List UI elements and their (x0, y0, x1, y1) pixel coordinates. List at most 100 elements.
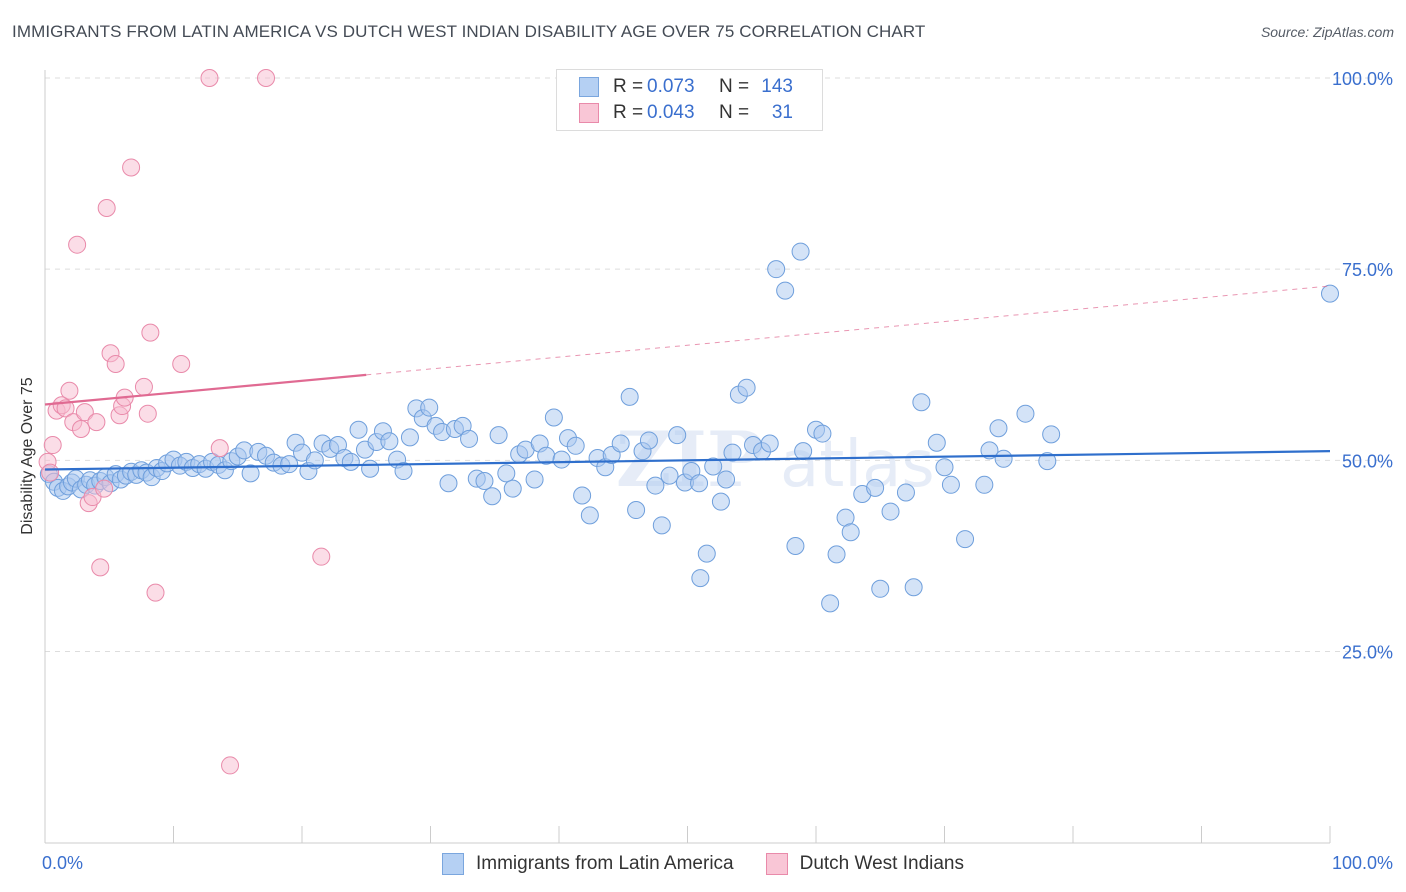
x-tick-label: 0.0% (42, 853, 83, 873)
legend-item-immigrants[interactable]: Immigrants from Latin America (441, 853, 734, 875)
data-point-pink (60, 381, 79, 400)
data-point-blue (544, 408, 563, 427)
data-point-pink (257, 69, 276, 87)
trend-lines (44, 285, 1331, 471)
data-point-blue (704, 457, 723, 476)
legend-r-value: 0.073 (647, 76, 695, 97)
data-point-pink (312, 547, 331, 566)
y-tick-label: 100.0% (1332, 69, 1393, 89)
data-point-pink (210, 439, 229, 458)
data-point-blue (791, 242, 810, 261)
data-point-blue (871, 579, 890, 598)
data-point-blue (841, 523, 860, 542)
data-point-blue (717, 470, 736, 489)
data-point-blue (956, 530, 975, 549)
data-point-blue (439, 474, 458, 493)
data-point-blue (827, 545, 846, 564)
legend-row-blue: R = 0.073 N = 143 (579, 75, 793, 99)
data-point-blue (639, 431, 658, 450)
data-point-blue (627, 501, 646, 520)
data-point-blue (866, 478, 885, 497)
data-point-pink (122, 158, 141, 177)
data-point-blue (573, 486, 592, 505)
data-point-blue (483, 487, 502, 506)
series-dutch-west-indians (38, 69, 331, 775)
y-tick-label: 50.0% (1342, 451, 1393, 471)
data-point-blue (813, 424, 832, 443)
data-point-blue (767, 260, 786, 279)
data-point-blue (580, 506, 599, 525)
legend-r-value: 0.043 (647, 102, 695, 123)
gridlines (45, 77, 1393, 652)
data-point-blue (660, 466, 679, 485)
data-point-blue (975, 475, 994, 494)
data-point-blue (460, 429, 479, 448)
y-tick-label: 75.0% (1342, 260, 1393, 280)
data-point-blue (400, 428, 419, 447)
data-point-blue (620, 387, 639, 406)
legend-r-label: R = (613, 102, 644, 123)
legend-item-dutch-west-indians[interactable]: Dutch West Indians (765, 853, 965, 875)
data-point-blue (927, 433, 946, 452)
data-point-blue (525, 470, 544, 489)
data-point-blue (904, 578, 923, 597)
data-point-blue (1038, 452, 1057, 471)
legend-swatch-blue (579, 77, 599, 97)
legend-label: Immigrants from Latin America (475, 853, 734, 874)
data-point-pink (141, 323, 160, 342)
data-point-blue (821, 594, 840, 613)
legend-swatch-blue (441, 853, 464, 875)
data-point-blue (566, 436, 585, 455)
trend-line-blue (44, 450, 1331, 471)
data-point-pink (87, 413, 106, 432)
correlation-legend: R = 0.073 N = 143 R = 0.043 N = 31 (556, 69, 823, 131)
trend-line-pink-extension (366, 285, 1331, 376)
data-point-pink (106, 354, 125, 373)
data-point-blue (760, 434, 779, 453)
data-point-blue (489, 426, 508, 445)
data-point-blue (497, 464, 516, 483)
data-point-blue (690, 474, 709, 493)
data-point-blue (1321, 284, 1339, 303)
data-point-blue (380, 432, 399, 451)
data-point-blue (896, 483, 915, 502)
legend-n-label: N = (719, 102, 750, 123)
legend-swatch-pink (765, 853, 788, 875)
data-point-blue (737, 378, 756, 397)
data-point-pink (43, 436, 62, 455)
trend-line-pink (44, 373, 367, 406)
legend-r-label: R = (613, 76, 644, 97)
data-point-pink (172, 354, 191, 373)
data-point-pink (41, 463, 60, 482)
data-point-pink (221, 756, 240, 775)
legend-n-label: N = (719, 76, 750, 97)
data-point-blue (552, 450, 571, 469)
data-point-blue (794, 442, 813, 461)
data-point-blue (935, 458, 954, 477)
data-point-blue (723, 443, 742, 462)
data-point-blue (341, 452, 360, 471)
data-point-blue (980, 441, 999, 460)
data-point-blue (652, 516, 671, 535)
data-point-pink (138, 404, 157, 423)
series-immigrants-latin-america (39, 242, 1339, 613)
data-point-blue (691, 569, 710, 588)
data-point-blue (420, 398, 439, 417)
data-point-blue (1042, 425, 1061, 444)
legend-label: Dutch West Indians (799, 853, 965, 874)
tick-labels: 25.0% 50.0% 75.0% 100.0% 0.0% 100.0% (42, 69, 1393, 873)
data-point-blue (711, 492, 730, 511)
data-point-pink (97, 198, 116, 217)
data-point-blue (280, 455, 299, 474)
legend-n-value: 31 (771, 102, 793, 123)
data-point-pink (68, 235, 87, 254)
data-point-pink (75, 403, 94, 422)
source-label: Source: ZipAtlas.com (1260, 24, 1394, 40)
data-point-blue (786, 536, 805, 555)
legend-row-pink: R = 0.043 N = 31 (579, 101, 793, 125)
data-point-blue (361, 459, 380, 478)
legend-n-value: 143 (761, 76, 793, 97)
data-point-blue (611, 434, 630, 453)
data-point-blue (1016, 404, 1035, 423)
